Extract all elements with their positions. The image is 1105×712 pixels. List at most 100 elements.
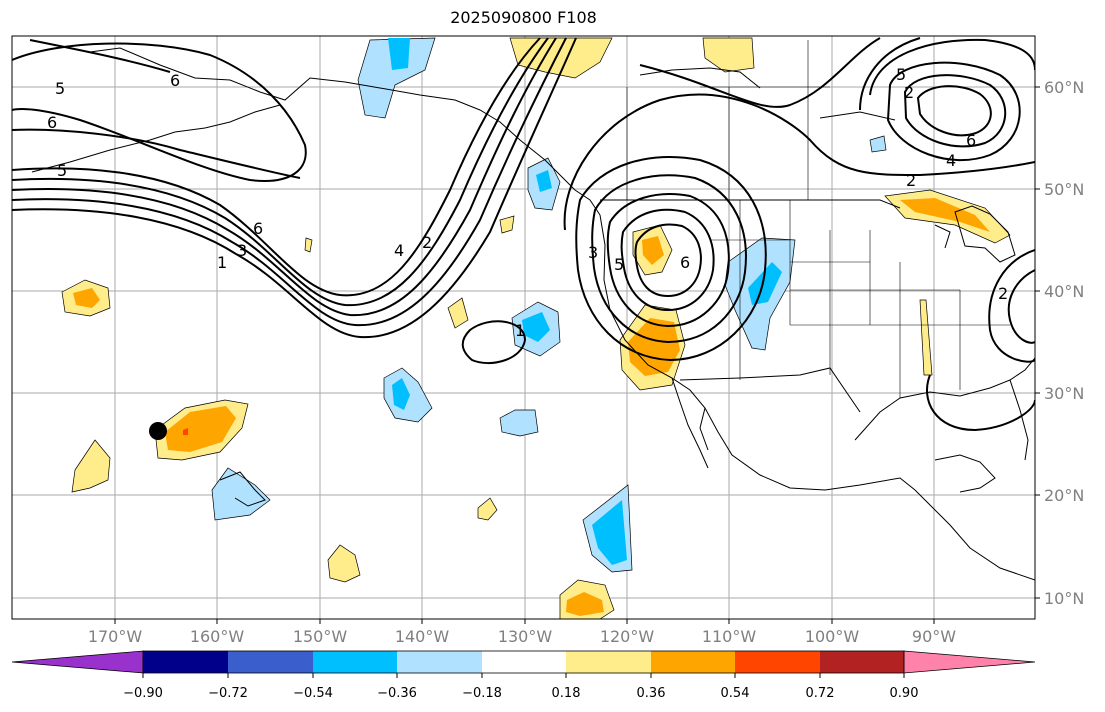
anomaly-blob: [702, 37, 755, 73]
colorbar-tick-label: −0.90: [123, 686, 163, 701]
contour-label: 5: [896, 65, 906, 84]
lon-label: 160°W: [190, 627, 245, 646]
contour-line: [29, 39, 171, 73]
anomaly-blob: [566, 592, 604, 616]
colorbar-tick-label: −0.54: [293, 686, 333, 701]
colorbar-segment: [566, 651, 651, 673]
colorbar-tick-label: −0.18: [462, 686, 502, 701]
aleutian-chain: [31, 104, 281, 173]
canada-provinces: [626, 40, 830, 200]
colorbar-segment: [651, 651, 735, 673]
contour-label: 6: [170, 71, 180, 90]
contour-line: [12, 37, 541, 297]
us-mexico-border: [679, 367, 861, 413]
contour-line: [634, 223, 702, 298]
lat-label: 60°N: [1044, 78, 1084, 97]
contour-line: [12, 37, 549, 307]
anomaly-blob: [388, 38, 410, 70]
contour-label: 6: [966, 131, 976, 150]
contour-line: [12, 37, 567, 327]
contour-line: [869, 38, 1035, 96]
contour-line: [591, 174, 747, 344]
anomaly-blob: [447, 297, 469, 329]
alaska-coast: [89, 47, 601, 216]
anomaly-blob: [628, 318, 680, 376]
contour-line: [12, 37, 577, 339]
colorbar-segment: [143, 651, 228, 673]
contour-label: 4: [394, 241, 404, 260]
lat-label: 40°N: [1044, 282, 1084, 301]
contour-label: 1: [515, 321, 525, 340]
anomaly-blob: [392, 378, 410, 410]
contour-line: [886, 61, 1021, 162]
contour-line: [12, 37, 557, 317]
contour-label: 1: [217, 253, 227, 272]
colorbar-tick-label: −0.36: [377, 686, 417, 701]
lon-label: 150°W: [293, 627, 348, 646]
colorbar-segment: [482, 651, 566, 673]
baja-peninsula: [671, 377, 709, 469]
anomaly-blob: [900, 198, 990, 232]
great-lakes: [934, 205, 1016, 263]
anomaly-blob: [748, 262, 782, 305]
lon-label: 170°W: [88, 627, 143, 646]
contour-line: [606, 193, 730, 328]
lon-label: 130°W: [498, 627, 553, 646]
contour-line: [575, 156, 767, 362]
anomaly-blob: [327, 544, 361, 583]
florida: [1009, 379, 1029, 461]
contour-label: 5: [55, 79, 65, 98]
lon-label: 90°W: [912, 627, 956, 646]
colorbar-extend-right: [903, 650, 1036, 674]
contour-line: [620, 208, 715, 312]
lon-label: 110°W: [702, 627, 757, 646]
anomaly-blob: [357, 37, 436, 119]
contour-line: [916, 85, 992, 137]
contour-labels: 5 6 5 6 1 3 6 4 2 1 3 5 6 5 2 4 6 2 2: [47, 65, 1008, 340]
anomaly-blob: [522, 312, 550, 342]
anomaly-blob: [499, 215, 515, 234]
colorbar-tick-label: 0.18: [552, 686, 581, 701]
lat-label: 30°N: [1044, 384, 1084, 403]
lat-label: 20°N: [1044, 486, 1084, 505]
contour-line: [903, 74, 1007, 148]
contour-label: 6: [47, 113, 57, 132]
contour-line: [926, 374, 1035, 432]
contour-label: 6: [253, 219, 263, 238]
colorbar-tick-label: 0.36: [637, 686, 666, 701]
contour-line: [859, 37, 921, 111]
colorbar-extend-left: [11, 650, 144, 674]
latitude-labels: 60°N 50°N 40°N 30°N 20°N 10°N: [1044, 78, 1084, 608]
contour-label: 3: [237, 241, 247, 260]
contour-line: [12, 128, 301, 179]
lat-label: 10°N: [1044, 589, 1084, 608]
contour-label: 2: [906, 171, 916, 190]
contour-label: 3: [588, 243, 598, 262]
contour-line: [461, 320, 527, 365]
contour-line: [563, 93, 1035, 231]
anomaly-blob: [211, 467, 271, 521]
colorbar-segment: [313, 651, 397, 673]
contour-line: [12, 42, 307, 182]
longitude-labels: 170°W 160°W 150°W 140°W 130°W 120°W 110°…: [88, 627, 956, 646]
contour-label: 4: [946, 151, 956, 170]
contour-label: 5: [614, 255, 624, 274]
contour-line: [988, 249, 1035, 363]
contour-label: 2: [422, 233, 432, 252]
colorbar-tick-label: 0.90: [890, 686, 919, 701]
anomaly-blob: [499, 409, 539, 437]
gulf-coast: [854, 357, 1035, 441]
colorbar-tick-label: 0.72: [806, 686, 835, 701]
anomaly-blob: [183, 428, 188, 435]
contour-label: 2: [998, 284, 1008, 303]
anomaly-blob: [536, 170, 552, 192]
contour-line: [639, 37, 881, 108]
anomaly-blob: [304, 237, 313, 253]
contour-label: 6: [680, 253, 690, 272]
colorbar-segment: [820, 651, 904, 673]
anomaly-blob: [165, 406, 236, 452]
hawaii: [219, 471, 266, 507]
contour-label: 2: [904, 83, 914, 102]
map-title: 2025090800 F108: [450, 8, 597, 27]
